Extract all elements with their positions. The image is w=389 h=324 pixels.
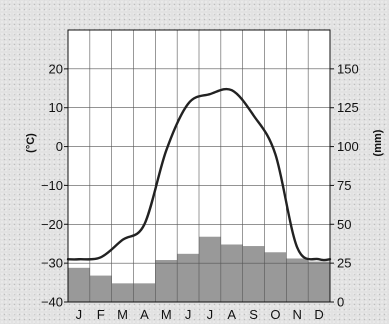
month-label: S xyxy=(249,307,258,322)
precipitation-bar xyxy=(308,261,330,302)
month-label: A xyxy=(227,307,236,322)
grid-lines xyxy=(68,30,330,302)
temperature-tick-label: −20 xyxy=(41,217,63,232)
precipitation-bar xyxy=(89,275,112,302)
temperature-tick-label: 20 xyxy=(49,61,63,76)
month-label: J xyxy=(207,307,214,322)
precipitation-tick-label: 0 xyxy=(337,295,344,310)
precipitation-tick-label: 25 xyxy=(337,256,351,271)
month-label: M xyxy=(161,307,172,322)
temperature-tick-label: 0 xyxy=(56,139,63,154)
precipitation-axis-ticks: 150 125 100 75 50 25 0 xyxy=(330,61,359,310)
temperature-tick-label: −10 xyxy=(41,178,63,193)
precipitation-bar xyxy=(68,267,90,302)
precipitation-tick-label: 100 xyxy=(337,139,359,154)
precipitation-tick-label: 75 xyxy=(337,178,351,193)
temperature-tick-label: −30 xyxy=(41,256,63,271)
precipitation-bar xyxy=(242,246,265,302)
precipitation-bar xyxy=(264,252,287,302)
precipitation-bar xyxy=(286,258,309,302)
precipitation-tick-label: 50 xyxy=(337,217,351,232)
temperature-tick-label: 10 xyxy=(49,100,63,115)
precipitation-axis-label: (mm) xyxy=(372,129,384,156)
temperature-axis-label: (°C) xyxy=(25,133,37,153)
precipitation-tick-label: 125 xyxy=(337,100,359,115)
month-label: D xyxy=(314,307,323,322)
month-label: N xyxy=(293,307,302,322)
precipitation-bar xyxy=(199,236,221,302)
precipitation-bar xyxy=(111,283,134,302)
precipitation-bar xyxy=(220,244,243,302)
month-label: J xyxy=(76,307,83,322)
month-label: F xyxy=(97,307,105,322)
plot-frame xyxy=(67,29,331,303)
precipitation-bar xyxy=(177,253,199,302)
month-label: A xyxy=(140,307,149,322)
precipitation-bar xyxy=(133,283,156,302)
temperature-tick-label: −40 xyxy=(41,295,63,310)
month-label: J xyxy=(185,307,192,322)
month-label: M xyxy=(117,307,128,322)
temperature-axis-ticks: 20 10 0 −10 −20 −30 −40 xyxy=(41,61,68,310)
precipitation-bar xyxy=(155,260,178,302)
month-label: O xyxy=(270,307,280,322)
precipitation-tick-label: 150 xyxy=(337,61,359,76)
temperature-line xyxy=(66,87,332,262)
precipitation-bars xyxy=(68,236,330,302)
